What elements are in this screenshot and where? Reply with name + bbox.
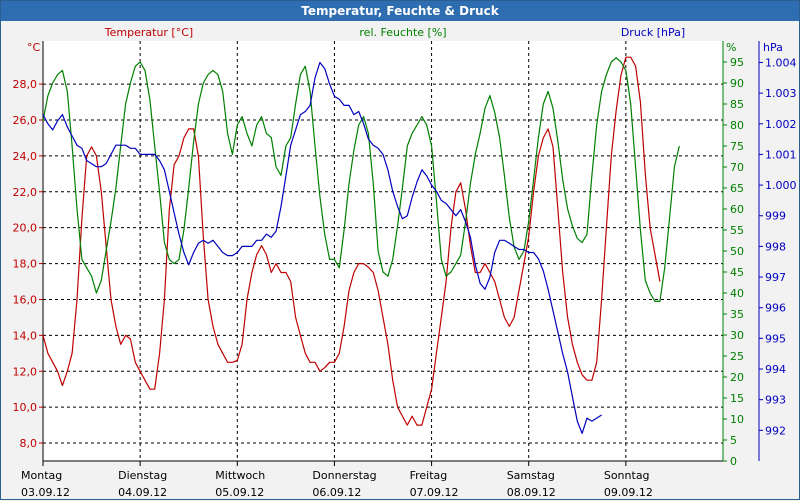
temperature-tick-label: 26,0 [13,114,38,127]
humidity-tick-label: 95 [730,56,744,69]
humidity-tick-label: 50 [730,245,744,258]
temperature-series-line [42,56,661,426]
day-date-label: 09.09.12 [604,486,653,499]
pressure-tick-label: 996 [765,302,786,315]
humidity-tick-label: 30 [730,329,744,342]
day-name-label: Freitag [410,469,448,482]
temperature-tick-label: 14,0 [13,329,38,342]
humidity-axis-title: rel. Feuchte [%] [359,26,446,39]
day-name-label: Donnerstag [312,469,376,482]
humidity-tick-label: 5 [730,434,737,447]
temperature-tick-label: 24,0 [13,150,38,163]
humidity-series-line [42,57,680,302]
humidity-tick-label: 90 [730,77,744,90]
chart-axes [39,41,763,466]
day-date-label: 04.09.12 [118,486,167,499]
pressure-tick-label: 1.002 [765,118,797,131]
pressure-tick-label: 998 [765,240,786,253]
pressure-tick-label: 1.000 [765,179,797,192]
temperature-axis-title: Temperatur [°C] [104,26,193,39]
day-date-label: 03.09.12 [21,486,70,499]
temperature-tick-label: 20,0 [13,222,38,235]
humidity-tick-label: 55 [730,224,744,237]
humidity-tick-label: 15 [730,392,744,405]
chart-grid [43,41,723,461]
humidity-tick-label: 20 [730,371,744,384]
humidity-tick-label: 70 [730,161,744,174]
humidity-tick-label: 45 [730,266,744,279]
pressure-tick-label: 1.004 [765,56,797,69]
day-name-label: Montag [21,469,62,482]
humidity-tick-label: 75 [730,140,744,153]
humidity-tick-label: 85 [730,98,744,111]
humidity-tick-label: 10 [730,413,744,426]
chart-series [42,56,680,434]
day-date-label: 07.09.12 [410,486,459,499]
pressure-tick-label: 999 [765,210,786,223]
pressure-tick-label: 995 [765,332,786,345]
temperature-tick-label: 22,0 [13,186,38,199]
temperature-tick-label: 12,0 [13,365,38,378]
humidity-tick-label: 65 [730,182,744,195]
temperature-tick-label: 10,0 [13,401,38,414]
humidity-tick-label: 25 [730,350,744,363]
pressure-series-line [42,61,602,434]
chart-title: Temperatur, Feuchte & Druck [1,1,799,21]
temperature-tick-label: 8,0 [20,437,38,450]
temperature-tick-label: 28,0 [13,78,38,91]
day-date-label: 06.09.12 [312,486,361,499]
day-date-label: 08.09.12 [507,486,556,499]
pressure-unit-label: hPa [763,41,783,54]
day-name-label: Sonntag [604,469,650,482]
pressure-tick-label: 994 [765,363,786,376]
humidity-tick-label: 40 [730,287,744,300]
temperature-unit-label: °C [27,41,41,54]
day-name-label: Mittwoch [215,469,265,482]
humidity-tick-label: 35 [730,308,744,321]
pressure-tick-label: 992 [765,424,786,437]
temperature-tick-label: 18,0 [13,258,38,271]
plot-area [43,41,723,461]
pressure-tick-label: 997 [765,271,786,284]
humidity-tick-label: 80 [730,119,744,132]
humidity-tick-label: 60 [730,203,744,216]
chart-labels: 8,0 10,0 12,0 14,0 16,0 18,0 20,0 22,0 24,0 26,0 2… [13,26,797,499]
day-name-label: Dienstag [118,469,167,482]
humidity-unit-label: % [726,41,736,54]
pressure-tick-label: 1.003 [765,87,797,100]
day-date-label: 05.09.12 [215,486,264,499]
pressure-tick-label: 1.001 [765,148,797,161]
day-name-label: Samstag [507,469,555,482]
temperature-tick-label: 16,0 [13,293,38,306]
humidity-tick-label: 0 [730,455,737,468]
pressure-tick-label: 993 [765,394,786,407]
pressure-axis-title: Druck [hPa] [621,26,685,39]
